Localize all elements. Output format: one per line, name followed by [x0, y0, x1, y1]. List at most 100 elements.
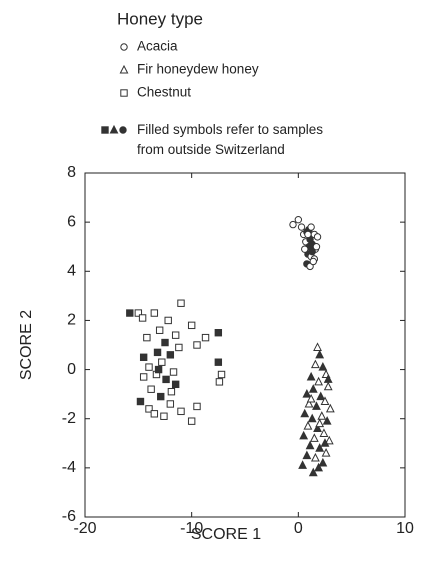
point: [138, 314, 147, 322]
legend-label: Acacia: [137, 39, 178, 54]
point: [320, 396, 330, 406]
x-tick-label: 10: [396, 520, 414, 537]
point: [305, 440, 315, 450]
y-tick-label: 8: [67, 164, 76, 181]
point: [313, 342, 322, 351]
point: [310, 452, 320, 462]
point: [318, 362, 328, 371]
x-axis-label: SCORE 1: [191, 526, 261, 543]
point: [217, 370, 226, 379]
point: [301, 245, 309, 253]
legend-note: Filled symbols refer to samples from outs…: [137, 122, 323, 157]
x-tick-label: -10: [180, 520, 203, 537]
point: [308, 247, 316, 256]
point: [313, 233, 322, 241]
point: [164, 316, 172, 325]
y-tick-label: 4: [67, 263, 76, 280]
point: [171, 331, 180, 339]
legend-label: Fir honeydew honey: [137, 62, 259, 77]
point: [315, 418, 325, 428]
point: [323, 374, 333, 383]
point: [319, 428, 329, 437]
legend-label: Chestnut: [137, 85, 191, 100]
point: [298, 460, 308, 469]
point: [187, 417, 196, 425]
legend-symbol: [119, 64, 129, 74]
point: [323, 381, 333, 391]
point: [155, 326, 164, 334]
point: [150, 410, 159, 418]
point: [161, 338, 169, 347]
point: [308, 467, 318, 477]
point: [215, 378, 224, 386]
point: [304, 398, 314, 408]
point: [321, 448, 331, 457]
point: [177, 407, 185, 416]
point: [297, 223, 306, 231]
point: [201, 333, 210, 342]
y-tick-label: 6: [67, 213, 76, 230]
point: [302, 389, 312, 398]
point: [150, 309, 159, 317]
point: [314, 462, 324, 472]
point: [139, 353, 148, 361]
legend-note-symbol: [101, 126, 109, 134]
y-tick-label: -4: [62, 459, 76, 476]
point: [306, 371, 316, 381]
point: [315, 349, 325, 359]
point: [134, 309, 143, 317]
point: [126, 309, 134, 317]
point: [324, 435, 334, 445]
point: [136, 397, 145, 406]
point: [320, 438, 330, 447]
legend-title: Honey type: [117, 9, 203, 28]
legend-symbol: [120, 89, 128, 97]
point: [312, 401, 321, 410]
point: [214, 329, 223, 337]
point: [145, 405, 153, 413]
point: [318, 457, 328, 467]
point: [309, 433, 319, 442]
legend-note-symbol: [119, 126, 127, 134]
point: [145, 363, 153, 371]
y-tick-label: -6: [62, 508, 76, 525]
point: [175, 343, 183, 352]
point: [325, 403, 335, 413]
point: [157, 392, 165, 401]
point: [177, 299, 185, 307]
point: [310, 359, 320, 369]
point: [304, 230, 312, 239]
point: [187, 321, 196, 330]
y-axis-label: SCORE 2: [18, 310, 35, 380]
point: [317, 411, 327, 420]
point: [154, 365, 163, 374]
point: [306, 393, 316, 403]
x-tick-label: 0: [294, 520, 303, 537]
point: [162, 375, 170, 384]
point: [294, 215, 303, 224]
point: [171, 380, 180, 389]
point: [313, 423, 322, 433]
legend-note-symbol: [109, 124, 119, 134]
point: [300, 408, 310, 418]
point: [160, 412, 168, 420]
point: [153, 348, 162, 357]
point: [314, 376, 324, 386]
point: [309, 257, 317, 266]
point: [166, 400, 175, 408]
point: [316, 391, 326, 401]
point: [299, 430, 309, 440]
point: [303, 420, 313, 430]
y-tick-label: 0: [67, 361, 76, 378]
point: [289, 220, 297, 229]
point: [312, 243, 321, 251]
legend-symbol: [120, 43, 128, 51]
point: [214, 358, 223, 366]
point: [307, 413, 317, 423]
y-tick-label: -2: [62, 410, 76, 427]
point: [302, 450, 312, 460]
point: [166, 351, 175, 359]
point: [143, 333, 151, 342]
point: [167, 387, 176, 396]
